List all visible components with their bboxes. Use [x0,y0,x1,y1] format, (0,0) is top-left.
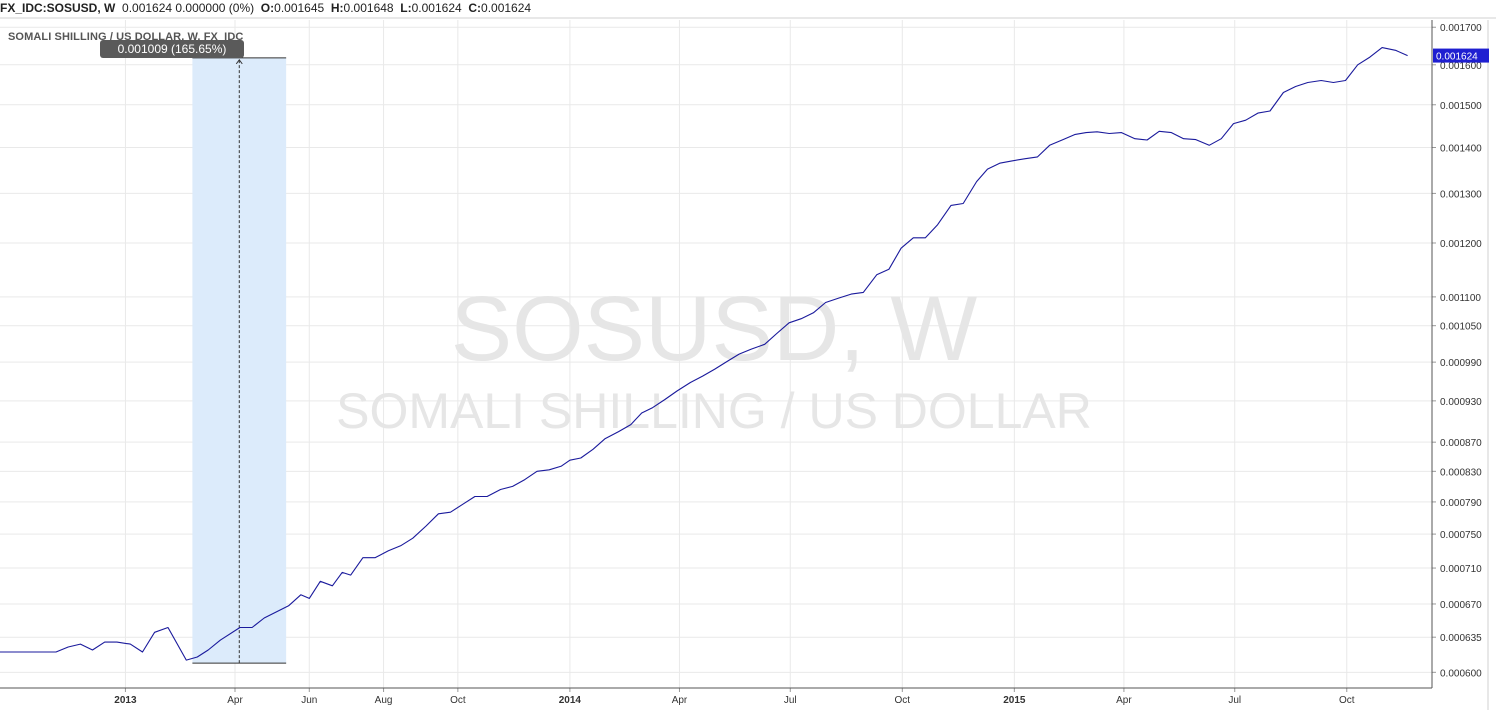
y-tick-label: 0.000710 [1440,564,1482,575]
last-price-badge [1433,48,1489,63]
y-tick-label: 0.001700 [1440,23,1482,34]
y-tick-label: 0.000990 [1440,358,1482,369]
price-line[interactable] [0,47,1408,661]
y-tick-label: 0.000750 [1440,530,1482,541]
x-tick-label: Apr [227,695,243,706]
last-price-label: 0.001624 [1436,52,1478,63]
x-tick-label: Jul [784,695,797,706]
x-tick-label: Oct [1339,695,1355,706]
measure-arrow-icon [235,59,243,65]
x-tick-label: 2014 [559,695,582,706]
high-value: 0.001648 [343,1,394,15]
price-series[interactable] [0,47,1408,661]
close-label: C: [468,1,482,15]
low-value: 0.001624 [411,1,462,15]
x-tick-label: Oct [450,695,466,706]
x-tick-label: Apr [672,695,688,706]
y-tick-label: 0.001500 [1440,101,1482,112]
axes: 0.000600 0.000635 0.000670 0.000710 0.000750… [0,17,1496,710]
y-tick-label: 0.001050 [1440,322,1482,333]
x-tick-label: Jun [301,695,317,706]
y-tick-label: 0.001600 [1440,61,1482,72]
x-tick-label: 2013 [114,695,137,706]
watermark-ticker: SOSUSD, W [451,278,978,380]
y-tick-label: 0.000830 [1440,467,1482,478]
header-symbol: FX_IDC:SOSUSD, W [0,1,116,15]
y-tick-label: 0.000790 [1440,498,1482,509]
x-tick-label: Jul [1228,695,1241,706]
x-tick-label: Aug [375,695,393,706]
y-tick-label: 0.000870 [1440,438,1482,449]
y-tick-label: 0.001100 [1440,293,1481,304]
y-tick-label: 0.000635 [1440,633,1482,644]
header-change: 0.001624 0.000000 (0%) [122,1,255,15]
x-tick-label: Oct [895,695,911,706]
open-value: 0.001645 [274,1,325,15]
y-tick-label: 0.001300 [1440,189,1482,200]
watermark-name: SOMALI SHILLING / US DOLLAR [336,383,1092,439]
header-ohlc: FX_IDC:SOSUSD, W 0.001624 0.000000 (0%) … [0,0,531,18]
measure-tooltip: 0.001009 (165.65%) [100,40,244,58]
low-label: L: [400,1,412,15]
high-label: H: [330,1,344,15]
measure-tool[interactable] [192,57,287,664]
y-tick-label: 0.000670 [1440,600,1482,611]
open-label: O: [260,1,275,15]
y-tick-label: 0.000600 [1440,668,1482,679]
y-tick-label: 0.000930 [1440,397,1482,408]
x-tick-label: Apr [1116,695,1132,706]
y-tick-label: 0.001400 [1440,144,1482,155]
x-tick-label: 2015 [1003,695,1026,706]
watermark: SOSUSD, W SOMALI SHILLING / US DOLLAR [336,278,1092,439]
y-tick-label: 0.001200 [1440,239,1482,250]
close-value: 0.001624 [481,1,532,15]
